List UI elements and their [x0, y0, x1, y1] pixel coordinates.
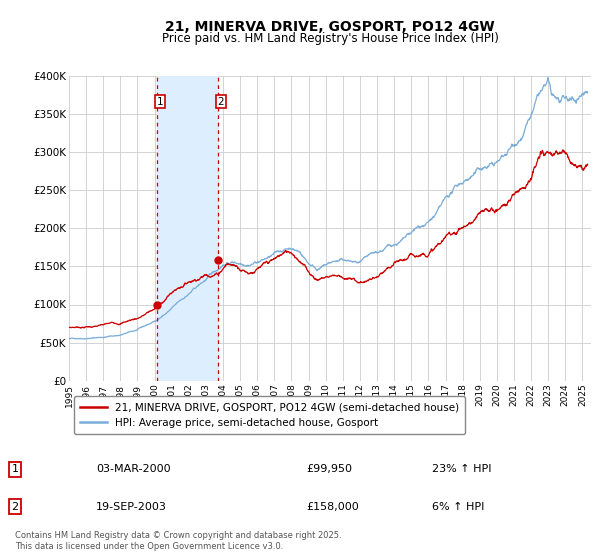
Text: 21, MINERVA DRIVE, GOSPORT, PO12 4GW: 21, MINERVA DRIVE, GOSPORT, PO12 4GW [165, 20, 495, 34]
Text: £99,950: £99,950 [306, 464, 352, 474]
Text: 6% ↑ HPI: 6% ↑ HPI [432, 502, 484, 512]
Text: 2: 2 [217, 96, 224, 106]
Text: 19-SEP-2003: 19-SEP-2003 [96, 502, 167, 512]
Text: Price paid vs. HM Land Registry's House Price Index (HPI): Price paid vs. HM Land Registry's House … [161, 32, 499, 45]
Legend: 21, MINERVA DRIVE, GOSPORT, PO12 4GW (semi-detached house), HPI: Average price, : 21, MINERVA DRIVE, GOSPORT, PO12 4GW (se… [74, 396, 465, 434]
Text: 1: 1 [157, 96, 163, 106]
Text: 2: 2 [11, 502, 19, 512]
Text: 1: 1 [11, 464, 19, 474]
Text: 03-MAR-2000: 03-MAR-2000 [96, 464, 170, 474]
Text: £158,000: £158,000 [306, 502, 359, 512]
Text: 23% ↑ HPI: 23% ↑ HPI [432, 464, 491, 474]
Bar [157, 76, 218, 381]
Text: Contains HM Land Registry data © Crown copyright and database right 2025.
This d: Contains HM Land Registry data © Crown c… [15, 531, 341, 550]
